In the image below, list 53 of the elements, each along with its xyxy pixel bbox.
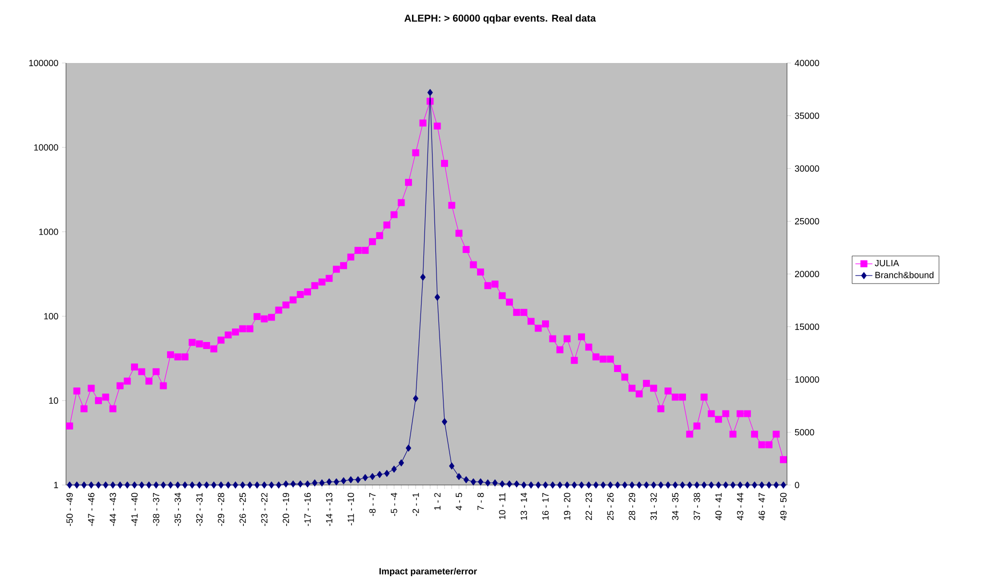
x-tick-label: 22 - 23 [586,492,592,520]
x-tick-label: -29 - -28 [218,492,224,526]
x-tick-label: -2 - -1 [412,492,419,516]
y2-tick-label: 40000 [794,60,820,66]
x-tick-label: -38 - -37 [152,492,160,526]
x-tick-label: -5 - -4 [390,492,398,516]
x-tick-label: -44 - -43 [110,492,116,526]
y2-tick-label: 15000 [795,324,820,330]
x-tick-label: -50 - -49 [66,492,73,526]
x-tick-label: -20 - -19 [282,492,290,526]
x-tick-label: -8 - -7 [369,492,376,516]
x-tick-label: -11 - -10 [348,492,354,526]
x-tick-label: -41 - -40 [131,492,138,526]
chart-title: ALEPH: > 60000 qqbar events. Real data [404,14,596,24]
x-tick-label: 37 - 38 [694,492,700,520]
x-tick-label: 25 - 26 [607,492,614,520]
x-tick-label: 16 - 17 [542,492,549,520]
x-tick-label: -32 - -31 [196,492,203,526]
x-tick-label: 10 - 11 [499,492,506,520]
y2-tick-label: 20000 [794,270,820,278]
x-tick-label: -47 - -46 [88,492,94,526]
y2-tick-label: 35000 [794,112,820,119]
legend-label: JULIA [874,260,900,266]
y-tick-label: 1000 [39,228,58,235]
y2-tick-label: 10000 [795,376,820,383]
y-tick-label: 100 [44,313,58,320]
y2-tick-label: 0 [794,482,800,488]
x-tick-label: -26 - -25 [239,492,246,526]
y-tick-label: 10000 [34,144,58,151]
x-tick-label: 31 - 32 [650,492,657,520]
y-tick-label: 1 [54,482,58,488]
x-tick-label: 7 - 8 [477,492,484,510]
x-tick-label: 1 - 2 [434,492,440,510]
legend-label: Branch&bound [875,272,934,278]
x-tick-label: 4 - 5 [456,492,462,510]
x-tick-label: 34 - 35 [672,492,678,520]
x-tick-label: 40 - 41 [715,492,722,520]
x-tick-label: 49 - 50 [780,492,787,520]
x-tick-label: 46 - 47 [758,492,765,520]
y-tick-label: 100000 [29,60,58,66]
x-tick-label: -17 - -16 [304,492,311,526]
x-tick-label: 19 - 20 [564,492,570,520]
y2-tick-label: 25000 [794,218,820,224]
x-tick-label: -14 - -13 [326,492,332,526]
x-tick-label: 13 - 14 [520,492,528,520]
x-tick-label: -23 - -22 [261,492,268,526]
y-tick-label: 10 [49,397,58,404]
y2-tick-label: 30000 [794,165,820,172]
y2-tick-label: 5000 [794,429,814,436]
x-tick-label: 43 - 44 [736,492,744,520]
x-axis-title: Impact parameter/error [380,568,477,576]
x-tick-label: 28 - 29 [628,492,636,520]
x-tick-label: -35 - -34 [174,492,181,526]
